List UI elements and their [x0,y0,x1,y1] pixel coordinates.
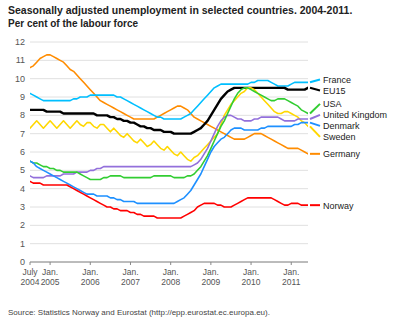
label-connector [310,104,320,114]
label-connector [310,88,320,91]
y-tick-label: 10 [15,74,25,84]
label-connector [310,204,320,206]
series-line [30,123,308,204]
grid-line [30,262,308,263]
y-tick-label: 9 [20,92,25,102]
x-tick-label: Jan.2005 [41,267,60,287]
grid-line [30,115,308,116]
y-tick-label: 4 [20,184,25,194]
y-tick-label: 5 [20,165,25,175]
chart: Seasonally adjusted unemployment in sele… [0,0,400,320]
y-tick-label: 8 [20,110,25,120]
series-label: Denmark [323,121,360,131]
label-connector [310,123,320,126]
grid-line [30,133,308,134]
y-tick-label: 7 [20,129,25,139]
y-tick-label: 11 [16,55,25,65]
label-connector [310,115,320,119]
y-tick-label: 3 [20,202,25,212]
series-line [30,88,308,180]
x-tick [90,262,91,265]
grid-line [30,78,308,79]
x-tick-label: Jan.2007 [121,267,140,287]
series-line [30,181,308,218]
grid-line [30,243,308,244]
x-tick-label: Jan.2011 [282,267,301,287]
subtitle: Per cent of the labour force [8,18,138,29]
grid-line [30,42,308,43]
title: Seasonally adjusted unemployment in sele… [8,4,352,16]
x-tick-label: Jan.2006 [81,267,100,287]
lines [30,55,308,218]
grid-line [30,60,308,61]
series-line [30,55,308,154]
x-tick [291,262,292,265]
grid-line [30,207,308,208]
y-tick-label: 6 [20,147,25,157]
label-connector [310,126,320,137]
grid-line [30,170,308,171]
source-note: Source: Statistics Norway and Eurostat (… [8,308,270,317]
x-tick [210,262,211,265]
series-label: Sweden [323,132,356,142]
grid-line [30,225,308,226]
x-axis [30,262,308,263]
grid [30,42,308,262]
series-label: France [323,75,351,85]
x-tick-label: Jan.2010 [242,267,261,287]
y-tick-label: 2 [20,220,25,230]
x-tick [251,262,252,265]
label-connector [310,153,320,155]
x-tick-label: Jan.2009 [201,267,220,287]
x-tick [30,262,31,265]
y-tick-label: 12 [15,37,25,47]
y-tick-label: 0 [20,257,25,267]
x-tick-label: July2004 [21,267,40,287]
x-tick-label: Jan.2008 [161,267,180,287]
series-line [30,115,308,177]
series-label: EU15 [323,86,346,96]
series-label: United Kingdom [323,110,387,120]
label-connector [310,80,320,83]
x-tick [170,262,171,265]
series-label: Norway [323,201,354,211]
grid-line [30,152,308,153]
x-tick [130,262,131,265]
series-label: USA [323,99,342,109]
y-tick-label: 1 [20,239,25,249]
series-label: Germany [323,149,361,159]
x-tick [50,262,51,265]
